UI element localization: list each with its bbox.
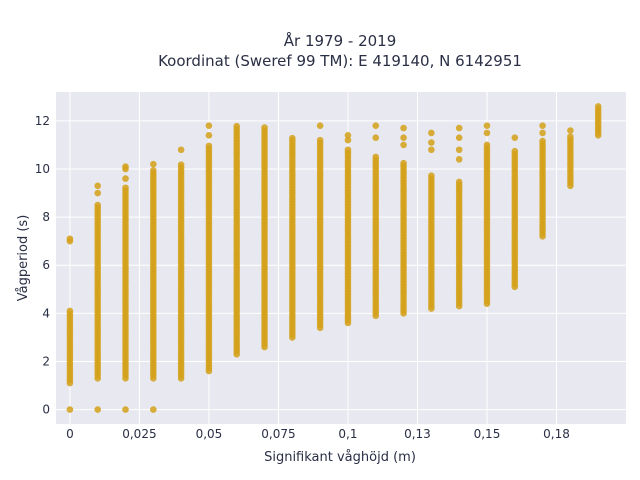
data-point	[344, 146, 352, 154]
data-point	[567, 133, 574, 141]
data-point-outlier	[94, 189, 102, 197]
data-point-outlier	[344, 132, 352, 139]
data-point-outlier	[455, 124, 463, 132]
data-point-outlier	[539, 122, 546, 129]
data-point-outlier	[455, 156, 463, 163]
data-point	[316, 136, 324, 144]
data-point-outlier	[400, 134, 407, 142]
data-point	[289, 134, 296, 142]
data-point	[66, 307, 74, 315]
data-point-outlier	[344, 136, 352, 144]
y-tick-label: 12	[35, 114, 50, 128]
data-point-outlier	[372, 122, 380, 129]
data-point-outlier	[150, 406, 157, 413]
x-tick-label: 0	[66, 427, 74, 441]
data-point-outlier	[94, 182, 102, 190]
data-point	[539, 137, 546, 145]
data-point	[205, 142, 213, 150]
y-tick-label: 4	[42, 306, 50, 320]
data-point	[94, 201, 102, 209]
x-tick-label: 0,05	[196, 427, 223, 441]
data-point	[483, 141, 491, 149]
data-point-outlier	[428, 129, 435, 137]
data-point-outlier	[122, 175, 129, 182]
data-point-outlier	[94, 406, 102, 413]
data-point-outlier	[316, 122, 324, 129]
y-tick-labels: 0 2 4 6 8 10 12	[35, 114, 50, 417]
x-tick-label: 0,1	[338, 427, 357, 441]
y-axis-label: Vågperiod (s)	[16, 215, 31, 302]
data-point-outlier	[455, 146, 463, 154]
data-point-outlier	[400, 141, 407, 149]
data-point-outlier	[428, 139, 435, 146]
data-point-outlier	[483, 129, 491, 137]
x-tick-label: 0,075	[261, 427, 295, 441]
data-point	[233, 122, 241, 130]
data-point-outlier	[455, 134, 463, 142]
data-points	[66, 103, 602, 413]
x-tick-label: 0,18	[543, 427, 570, 441]
chart-title-line-1: År 1979 - 2019	[284, 31, 397, 50]
data-point-outlier	[66, 235, 74, 243]
data-point	[372, 153, 380, 161]
data-point	[511, 147, 519, 155]
data-point-outlier	[205, 132, 213, 139]
x-axis-label: Signifikant våghöjd (m)	[264, 450, 416, 465]
data-point-outlier	[428, 146, 435, 154]
data-point	[177, 161, 185, 168]
data-point-outlier	[539, 129, 546, 137]
data-point-outlier	[567, 127, 574, 134]
data-point-outlier	[511, 134, 519, 142]
x-tick-label: 0,025	[122, 427, 156, 441]
data-point-outlier	[400, 124, 407, 132]
y-tick-label: 0	[42, 403, 50, 417]
data-point	[594, 103, 602, 110]
data-point	[122, 184, 129, 192]
y-tick-label: 6	[42, 258, 50, 272]
data-point-outlier	[122, 406, 129, 413]
data-point-outlier	[122, 163, 129, 170]
chart-title-line-2: Koordinat (Sweref 99 TM): E 419140, N 61…	[158, 52, 522, 70]
y-tick-label: 8	[42, 210, 50, 224]
data-point-outlier	[483, 122, 491, 129]
data-point	[261, 124, 268, 131]
data-point-outlier	[177, 146, 185, 154]
y-tick-label: 10	[35, 162, 50, 176]
data-point	[455, 178, 463, 186]
data-point	[400, 159, 407, 167]
x-tick-labels: 0 0,025 0,05 0,075 0,1 0,13 0,15 0,18	[66, 427, 570, 441]
data-point	[428, 172, 435, 180]
data-point-outlier	[66, 406, 74, 413]
y-tick-label: 2	[42, 354, 50, 368]
x-tick-label: 0,15	[474, 427, 501, 441]
data-point-outlier	[205, 122, 213, 129]
x-tick-label: 0,13	[404, 427, 431, 441]
data-point-outlier	[150, 160, 157, 168]
data-point	[150, 167, 157, 174]
data-point-outlier	[372, 134, 380, 142]
